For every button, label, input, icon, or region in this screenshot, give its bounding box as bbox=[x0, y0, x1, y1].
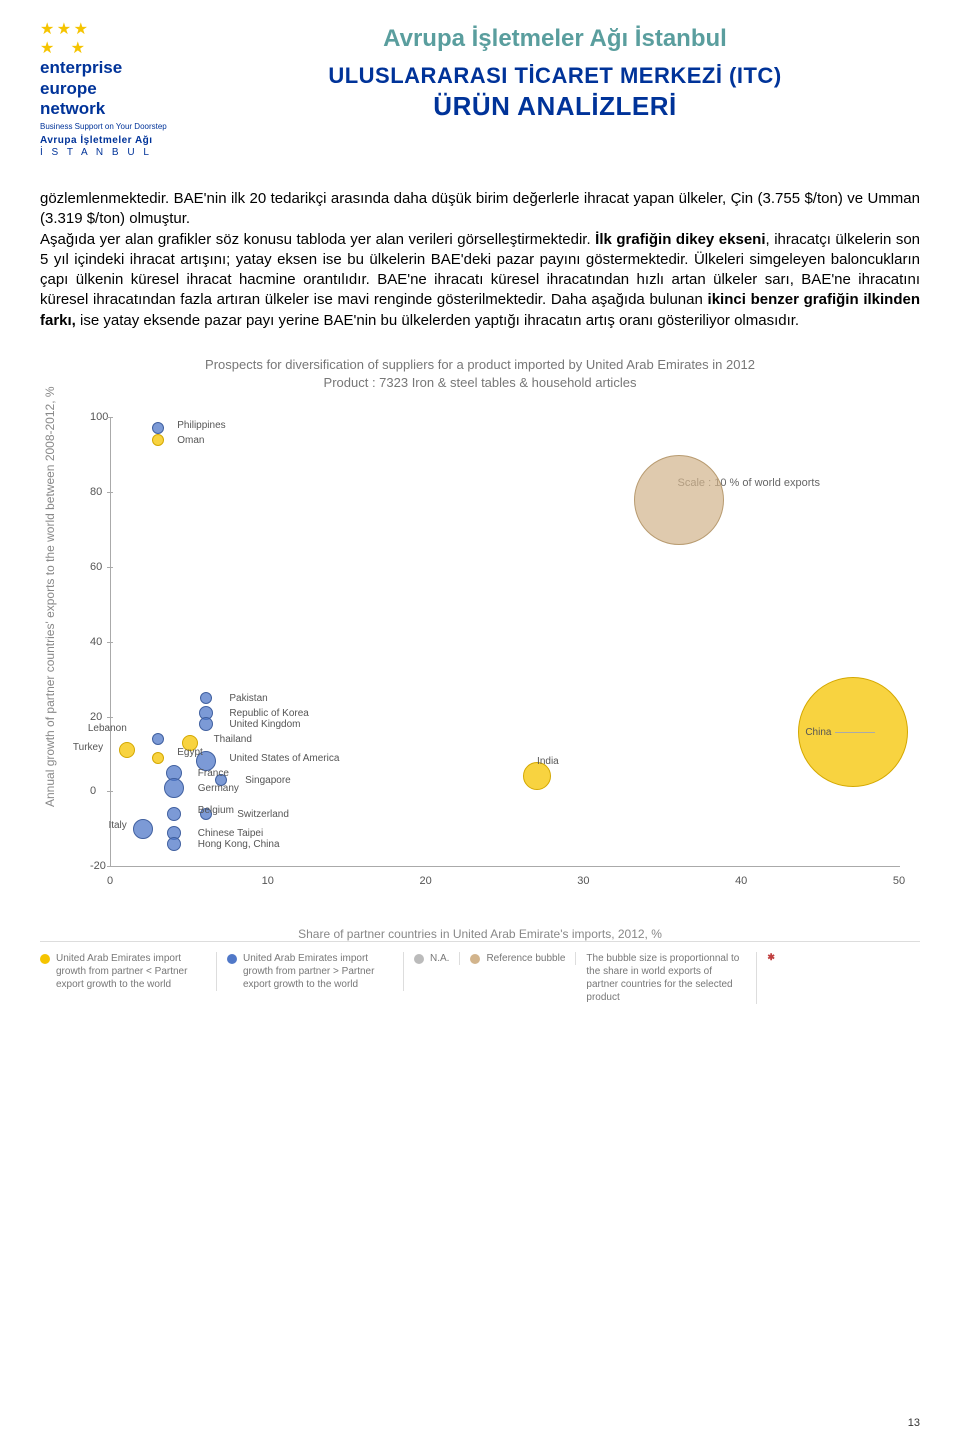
x-tick: 50 bbox=[893, 875, 905, 887]
y-tick: 0 bbox=[90, 785, 96, 797]
chart-area: Annual growth of partner countries' expo… bbox=[40, 407, 920, 907]
body-paragraph: gözlemlenmektedir. BAE'nin ilk 20 tedari… bbox=[40, 189, 920, 331]
bubble-label: China bbox=[805, 727, 831, 738]
x-tick: 10 bbox=[262, 875, 274, 887]
bubble--ref bbox=[634, 455, 724, 545]
logo-line3: network bbox=[40, 99, 170, 119]
bubble-label: Germany bbox=[198, 783, 239, 794]
title-mid: ULUSLARARASI TİCARET MERKEZİ (ITC) bbox=[190, 63, 920, 89]
logo-line2: europe bbox=[40, 79, 170, 99]
bubble-oman bbox=[152, 434, 164, 446]
legend-dot-na bbox=[414, 954, 424, 964]
bubble-label: Oman bbox=[177, 435, 204, 446]
para-t4: ise yatay eksende pazar payı yerine BAE'… bbox=[76, 312, 799, 329]
bubble-label: Lebanon bbox=[88, 723, 127, 734]
y-tick: -20 bbox=[90, 860, 106, 872]
x-tick: 20 bbox=[419, 875, 431, 887]
bubble-label: Belgium bbox=[198, 805, 234, 816]
itc-logo-icon: ✱ bbox=[767, 952, 775, 964]
logo-stars: ★ ★ ★★ ★ bbox=[40, 20, 170, 58]
bubble-philippines bbox=[152, 422, 164, 434]
legend-item-na: N.A. bbox=[414, 952, 460, 965]
logo-sub2: İ S T A N B U L bbox=[40, 147, 170, 159]
legend-text-2: United Arab Emirates import growth from … bbox=[243, 952, 393, 991]
bubble-label: Egypt bbox=[177, 747, 203, 758]
bubble-pakistan bbox=[200, 692, 212, 704]
bubble-label: Chinese Taipei bbox=[198, 828, 263, 839]
x-tick: 0 bbox=[107, 875, 113, 887]
bubble-egypt bbox=[152, 752, 164, 764]
bubble-label: Pakistan bbox=[229, 693, 267, 704]
x-axis-label: Share of partner countries in United Ara… bbox=[40, 927, 920, 941]
x-tick: 40 bbox=[735, 875, 747, 887]
legend-text-ref: Reference bubble bbox=[486, 952, 565, 965]
chart-container: Prospects for diversification of supplie… bbox=[40, 356, 920, 1004]
page-number: 13 bbox=[908, 1417, 920, 1429]
chart-caption-line2: Product : 7323 Iron & steel tables & hou… bbox=[40, 374, 920, 392]
para-t2: Aşağıda yer alan grafikler söz konusu ta… bbox=[40, 231, 595, 248]
para-t1: gözlemlenmektedir. BAE'nin ilk 20 tedari… bbox=[40, 190, 920, 227]
x-tick: 30 bbox=[577, 875, 589, 887]
bubble-label: Singapore bbox=[245, 775, 291, 786]
y-tick: 80 bbox=[90, 486, 102, 498]
legend-item-itc: ✱ bbox=[767, 952, 785, 964]
bubble-label: Italy bbox=[108, 820, 126, 831]
bubble-label: India bbox=[537, 756, 559, 767]
legend-item-yellow: United Arab Emirates import growth from … bbox=[40, 952, 217, 991]
legend-item-ref: Reference bubble bbox=[470, 952, 576, 965]
bubble-label: United Kingdom bbox=[229, 719, 300, 730]
title-top: Avrupa İşletmeler Ağı İstanbul bbox=[190, 25, 920, 53]
legend-text-1: United Arab Emirates import growth from … bbox=[56, 952, 206, 991]
bubble-label: Hong Kong, China bbox=[198, 839, 280, 850]
bubble-united-kingdom bbox=[199, 717, 213, 731]
title-block: Avrupa İşletmeler Ağı İstanbul ULUSLARAR… bbox=[190, 20, 920, 122]
logo-sub1: Avrupa İşletmeler Ağı bbox=[40, 135, 170, 147]
bubble-germany bbox=[164, 778, 184, 798]
legend-text-na: N.A. bbox=[430, 952, 449, 965]
bubble-belgium bbox=[167, 807, 181, 821]
legend-dot-yellow bbox=[40, 954, 50, 964]
bubble-turkey bbox=[119, 742, 135, 758]
chart-caption: Prospects for diversification of supplie… bbox=[40, 356, 920, 392]
legend-text-note: The bubble size is proportionnal to the … bbox=[586, 952, 746, 1004]
logo-tagline: Business Support on Your Doorstep bbox=[40, 122, 170, 132]
y-axis-label: Annual growth of partner countries' expo… bbox=[43, 507, 57, 807]
een-logo: ★ ★ ★★ ★ enterprise europe network Busin… bbox=[40, 20, 170, 159]
bubble-italy bbox=[133, 819, 153, 839]
bubble-label: France bbox=[198, 768, 229, 779]
bubble-label: Turkey bbox=[73, 742, 103, 753]
chart-legend: United Arab Emirates import growth from … bbox=[40, 941, 920, 1004]
bubble-label: United States of America bbox=[229, 753, 339, 764]
chart-plot: Scale : 10 % of world exports Philippine… bbox=[110, 417, 900, 867]
bubble-label: Switzerland bbox=[237, 809, 289, 820]
y-tick: 40 bbox=[90, 636, 102, 648]
legend-dot-blue bbox=[227, 954, 237, 964]
bubble-lebanon bbox=[152, 733, 164, 745]
bubble-label: Republic of Korea bbox=[229, 708, 309, 719]
logo-line1: enterprise bbox=[40, 58, 170, 78]
title-bot: ÜRÜN ANALİZLERİ bbox=[190, 91, 920, 122]
legend-item-blue: United Arab Emirates import growth from … bbox=[227, 952, 404, 991]
bubble-label: Thailand bbox=[214, 734, 252, 745]
page-header: ★ ★ ★★ ★ enterprise europe network Busin… bbox=[40, 20, 920, 159]
y-tick: 60 bbox=[90, 561, 102, 573]
bubble-label: Philippines bbox=[177, 420, 225, 431]
legend-dot-ref bbox=[470, 954, 480, 964]
y-tick: 20 bbox=[90, 711, 102, 723]
bubble-hong-kong-china bbox=[167, 837, 181, 851]
para-t2b: İlk grafiğin dikey ekseni bbox=[595, 231, 765, 248]
legend-item-note: The bubble size is proportionnal to the … bbox=[586, 952, 757, 1004]
chart-caption-line1: Prospects for diversification of supplie… bbox=[40, 356, 920, 374]
y-tick: 100 bbox=[90, 411, 108, 423]
